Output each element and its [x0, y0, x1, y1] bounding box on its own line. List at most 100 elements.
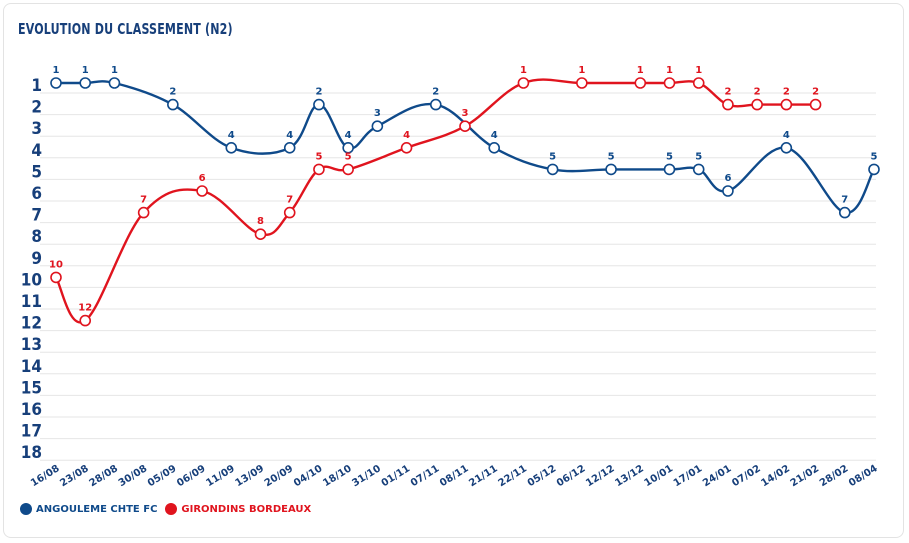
y-tick-label: 6 [31, 184, 42, 204]
legend-item-bordeaux[interactable]: GIRONDINS BORDEAUX [165, 503, 311, 515]
data-point[interactable] [429, 98, 442, 111]
data-point[interactable] [663, 163, 676, 176]
x-tick-label: 23/08 [58, 463, 91, 489]
data-label: 4 [403, 130, 410, 141]
data-point[interactable] [79, 77, 92, 89]
y-tick-label: 4 [31, 141, 42, 161]
data-label: 4 [491, 130, 498, 141]
data-point[interactable] [137, 206, 150, 219]
y-tick-label: 2 [31, 98, 42, 118]
data-point[interactable] [605, 163, 617, 176]
data-point[interactable] [50, 77, 62, 89]
data-point[interactable] [722, 98, 734, 111]
data-point[interactable] [576, 77, 588, 89]
data-label: 3 [374, 108, 381, 119]
x-tick-label: 21/11 [467, 463, 500, 489]
data-label: 12 [78, 303, 92, 314]
data-label: 6 [199, 173, 206, 184]
data-label: 2 [724, 87, 731, 98]
y-tick-label: 5 [31, 162, 42, 182]
legend-item-angouleme[interactable]: ANGOULEME CHTE FC [20, 503, 157, 515]
gridlines [40, 92, 876, 461]
x-tick-label: 18/10 [321, 463, 354, 489]
data-label: 5 [549, 151, 556, 162]
data-point[interactable] [780, 142, 793, 154]
data-label: 8 [257, 216, 264, 227]
y-tick-label: 7 [31, 206, 42, 226]
data-point[interactable] [196, 185, 208, 197]
data-point[interactable] [167, 98, 179, 111]
data-label: 1 [53, 65, 60, 76]
x-tick-label: 13/12 [613, 463, 646, 489]
data-point[interactable] [371, 120, 384, 132]
data-label: 5 [666, 151, 673, 162]
data-point[interactable] [546, 163, 559, 176]
legend-label: GIRONDINS BORDEAUX [181, 503, 312, 515]
data-label: 7 [841, 195, 848, 206]
x-tick-label: 12/12 [584, 463, 617, 489]
data-point[interactable] [225, 142, 238, 154]
data-label: 1 [637, 65, 644, 76]
data-label: 2 [783, 87, 790, 98]
data-point[interactable] [692, 77, 705, 89]
data-label: 2 [315, 87, 322, 98]
x-tick-label: 17/01 [672, 463, 705, 489]
x-tick-label: 31/10 [350, 463, 383, 489]
data-point[interactable] [400, 142, 413, 154]
data-label: 2 [754, 87, 761, 98]
data-label: 2 [432, 87, 439, 98]
data-point[interactable] [459, 120, 471, 132]
data-point[interactable] [108, 77, 121, 89]
series-angouleme [56, 80, 876, 214]
x-tick-label: 10/01 [643, 463, 676, 489]
legend: ANGOULEME CHTE FC GIRONDINS BORDEAUX [20, 503, 311, 515]
data-point[interactable] [751, 98, 763, 111]
data-point[interactable] [722, 185, 734, 197]
x-tick-label: 22/11 [496, 463, 529, 489]
chart-card [3, 3, 904, 538]
x-axis: 16/0823/0828/0830/0805/0906/0911/0913/09… [29, 463, 880, 489]
data-point[interactable] [663, 77, 676, 89]
data-point[interactable] [868, 163, 880, 176]
y-tick-label: 16 [21, 400, 42, 420]
y-tick-label: 3 [31, 119, 42, 139]
y-tick-label: 10 [21, 270, 42, 290]
data-point[interactable] [838, 206, 851, 219]
data-label: 1 [82, 65, 89, 76]
data-label: 4 [228, 130, 235, 141]
data-point[interactable] [313, 163, 325, 176]
data-point[interactable] [780, 98, 793, 111]
data-point[interactable] [342, 163, 354, 176]
data-point[interactable] [254, 228, 267, 240]
y-tick-label: 1 [31, 76, 42, 96]
data-point[interactable] [634, 77, 647, 89]
x-tick-label: 06/09 [175, 463, 208, 489]
x-tick-label: 16/08 [29, 463, 62, 489]
data-label: 1 [666, 65, 673, 76]
data-point[interactable] [283, 206, 296, 219]
legend-swatch [165, 503, 178, 515]
data-point[interactable] [313, 98, 325, 111]
x-tick-label: 07/11 [409, 463, 442, 489]
data-point[interactable] [79, 314, 92, 327]
x-tick-label: 08/11 [438, 463, 471, 489]
data-point[interactable] [692, 163, 705, 176]
data-label: 5 [871, 151, 878, 162]
data-point[interactable] [809, 98, 822, 111]
data-label: 1 [520, 65, 527, 76]
data-point[interactable] [488, 142, 501, 154]
legend-swatch [20, 503, 32, 515]
data-label: 7 [286, 195, 293, 206]
data-point[interactable] [283, 142, 296, 154]
x-tick-label: 28/02 [818, 463, 851, 489]
data-label: 5 [608, 151, 615, 162]
data-point[interactable] [342, 142, 354, 154]
data-point[interactable] [50, 271, 62, 284]
data-label: 5 [345, 151, 352, 162]
x-tick-label: 05/12 [526, 463, 559, 489]
data-label: 4 [345, 130, 352, 141]
x-tick-label: 28/08 [87, 463, 120, 489]
data-point[interactable] [517, 77, 530, 89]
data-label: 1 [578, 65, 585, 76]
